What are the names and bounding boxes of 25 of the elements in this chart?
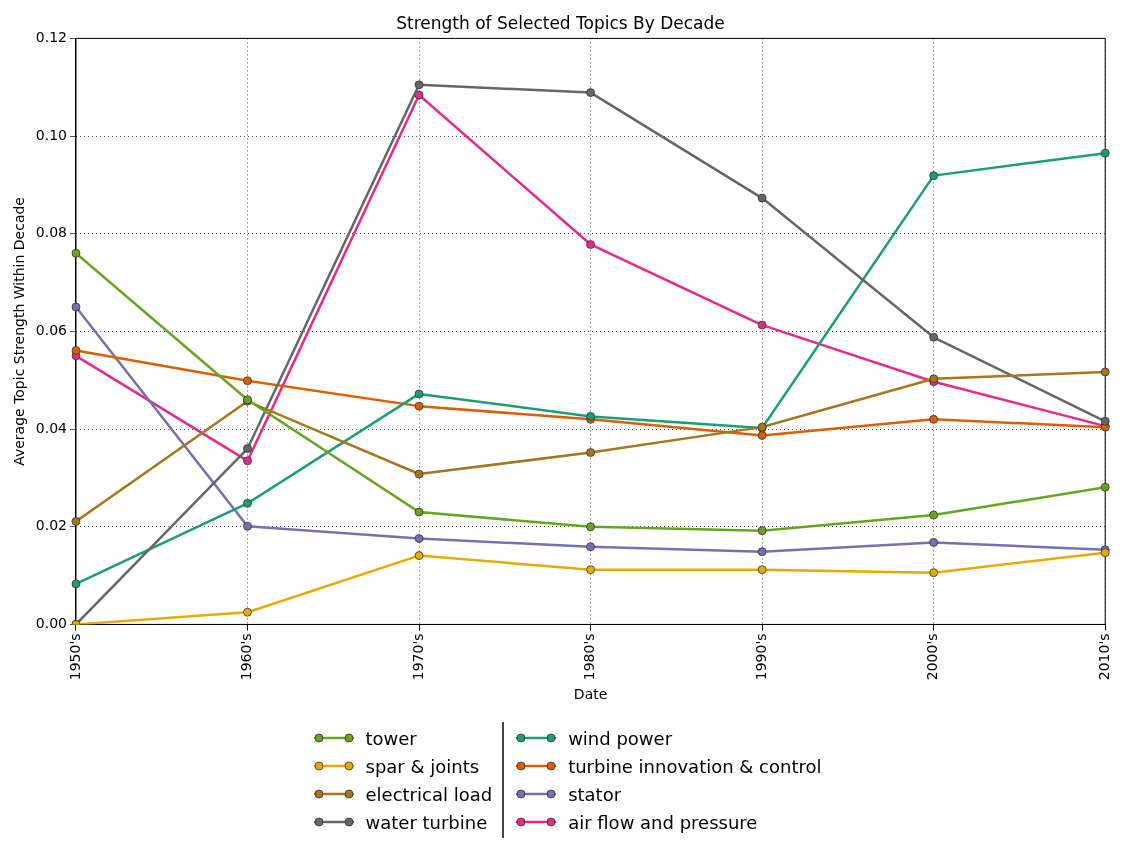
legend-label: spar & joints xyxy=(365,755,480,777)
legend-label: tower xyxy=(365,727,417,749)
y-tick-label: 0.06 xyxy=(35,322,68,339)
x-tick-label: 1990's xyxy=(752,633,769,681)
legend-label: electrical load xyxy=(365,783,493,805)
x-tick-label: 1980's xyxy=(581,633,598,681)
y-tick-label: 0.08 xyxy=(35,224,67,241)
x-tick-label: 2010's xyxy=(1095,633,1112,681)
y-tick-label: 0.00 xyxy=(35,615,67,632)
x-tick-label: 1950's xyxy=(66,633,83,681)
y-tick-label: 0.04 xyxy=(35,419,68,436)
legend-label: stator xyxy=(568,783,622,805)
x-tick-label: 1960's xyxy=(238,633,255,681)
chart-title: Strength of Selected Topics By Decade xyxy=(396,12,725,33)
legend-label: wind power xyxy=(568,727,673,749)
x-tick-label: 2000's xyxy=(924,633,941,681)
x-tick-label: 1970's xyxy=(409,633,426,681)
legend-label: turbine innovation & control xyxy=(568,755,822,777)
y-tick-label: 0.12 xyxy=(35,29,67,46)
y-axis-title: Average Topic Strength Within Decade xyxy=(11,197,28,466)
legend-label: air flow and pressure xyxy=(568,811,758,833)
legend-label: water turbine xyxy=(365,811,488,833)
x-axis-title: Date xyxy=(573,686,608,703)
y-tick-label: 0.02 xyxy=(35,517,67,534)
y-tick-label: 0.10 xyxy=(35,126,67,143)
